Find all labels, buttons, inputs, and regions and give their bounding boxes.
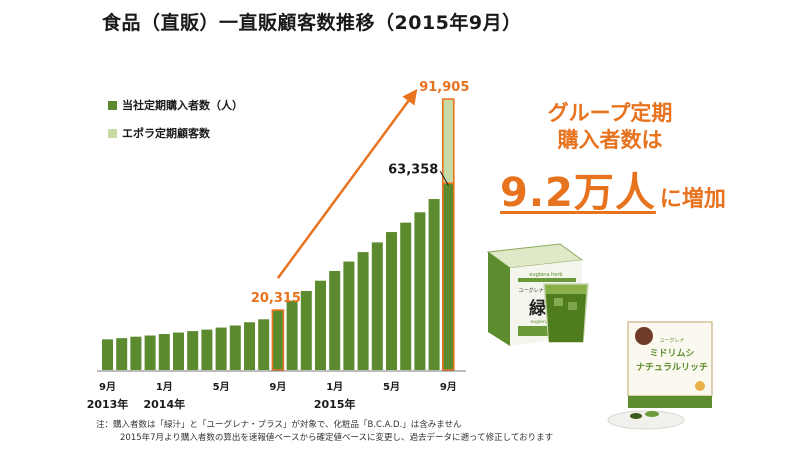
legend-swatch-epora [108, 129, 117, 138]
x-tick-label: 5月 [383, 381, 400, 393]
bar-own-21 [400, 222, 412, 370]
bar-own-24 [441, 182, 455, 371]
data-label: 20,315 [251, 291, 301, 306]
x-year-label: 2014年 [143, 397, 185, 411]
legend-label-own: 当社定期購入者数（人） [122, 99, 243, 112]
data-label: 63,358 [388, 162, 438, 177]
bar-own-0 [102, 339, 113, 370]
callout-line-2: 購入者数は [557, 128, 663, 152]
x-year-label: 2015年 [314, 397, 356, 411]
product2-line3: ナチュラルリッチ [636, 362, 708, 373]
bar-own-18 [357, 252, 369, 370]
leader-line [439, 171, 449, 186]
bar-own-9 [229, 325, 241, 370]
bar-own-15 [315, 280, 326, 370]
x-tick-label: 5月 [213, 381, 230, 393]
bar-own-19 [371, 242, 383, 370]
bar-own-5 [173, 332, 184, 370]
bar-own-12 [271, 309, 285, 371]
growth-callout: グループ定期 購入者数は 9.2万人 に増加 [500, 100, 726, 218]
bar-epora-24 [441, 98, 455, 185]
bar-own-14 [300, 291, 312, 370]
legend-label-epora: エポラ定期顧客数 [122, 127, 210, 140]
bar-own-2 [130, 336, 142, 370]
bar-own-1 [116, 338, 128, 370]
bar-own-22 [414, 212, 426, 370]
x-tick-label: 1月 [326, 381, 343, 393]
data-label: 91,905 [419, 80, 469, 95]
bar-own-7 [201, 329, 213, 370]
footnote-2: 2015年7月より購入者数の算出を速報値ベースから確定値ベースに変更し、過去デー… [120, 433, 554, 443]
green-juice-glass [543, 283, 589, 343]
bar-own-3 [144, 335, 156, 370]
bar-own-8 [215, 327, 227, 370]
x-year-label: 2013年 [87, 397, 129, 411]
product2-line1: ユーグレナ [659, 337, 684, 344]
x-tick-label: 9月 [269, 381, 286, 393]
legend-swatch-own [108, 101, 117, 110]
bar-own-17 [343, 261, 355, 370]
growth-arrow [276, 88, 418, 279]
chart-title: 食品（直販）一直販顧客数推移（2015年9月） [102, 12, 522, 34]
bar-own-23 [428, 199, 440, 370]
product2-line2: ミドリムシ [649, 348, 694, 359]
callout-value: 9.2万人 [500, 170, 656, 216]
legend-item-own: 当社定期購入者数（人） [108, 97, 243, 113]
product-naturalrich-box: ユーグレナ ミドリムシ ナチュラルリッチ [607, 321, 713, 430]
product-tag-text: euglena drink [531, 319, 562, 325]
x-tick-label: 1月 [156, 381, 173, 393]
bar-own-4 [158, 334, 170, 370]
x-tick-label: 9月 [99, 381, 116, 393]
bar-own-6 [187, 331, 199, 370]
bar-own-16 [329, 270, 341, 370]
callout-suffix: に増加 [659, 187, 726, 212]
bar-own-20 [386, 232, 397, 370]
footnote-1: 注：購入者数は「緑汁」と「ユーグレナ・プラス」が対象で、化粧品「B.C.A.D.… [96, 420, 462, 430]
legend-item-epora: エポラ定期顧客数 [108, 125, 210, 141]
callout-line-1: グループ定期 [547, 101, 673, 125]
x-tick-label: 9月 [440, 381, 457, 393]
bar-own-13 [286, 300, 298, 370]
product-brand-text: euglena herb [529, 272, 562, 278]
bar-own-10 [244, 322, 255, 370]
bar-own-11 [258, 319, 270, 370]
